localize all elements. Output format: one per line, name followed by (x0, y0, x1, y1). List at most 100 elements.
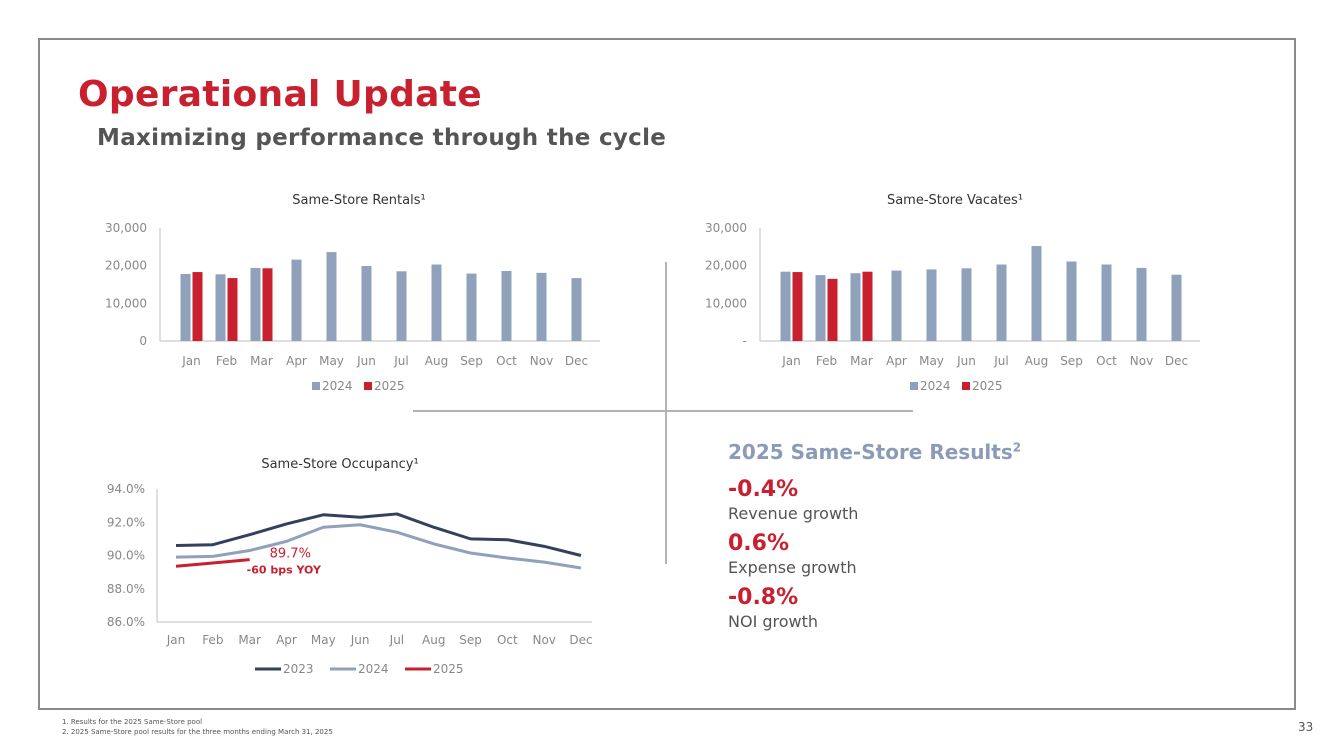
x-tick-label: May (919, 354, 944, 368)
results-title-footnote: 2 (1012, 440, 1022, 455)
bar-2025-feb (227, 278, 238, 341)
x-tick-label: Feb (216, 354, 237, 368)
bar-2025-jan (192, 272, 203, 341)
x-tick-label: Jul (389, 633, 404, 647)
x-tick-label: Dec (569, 633, 592, 647)
bar-2024-nov (536, 272, 547, 341)
line-2023 (175, 512, 582, 557)
line-2024 (175, 523, 582, 570)
x-tick-label: Oct (1096, 354, 1117, 368)
y-tick-label: 92.0% (107, 515, 145, 529)
results-title: 2025 Same-Store Results2 (728, 440, 1022, 464)
x-tick-label: Jun (956, 354, 976, 368)
bar-2025-feb (827, 278, 838, 341)
x-tick-label: Mar (238, 633, 261, 647)
x-tick-label: Nov (530, 354, 553, 368)
x-tick-label: Oct (496, 354, 517, 368)
bar-2024-dec (1171, 274, 1182, 341)
y-tick-label: 20,000 (705, 259, 747, 273)
x-tick-label: Mar (850, 354, 873, 368)
bar-2025-mar (862, 271, 873, 341)
bar-2024-jul (396, 271, 407, 341)
legend-swatch-2024 (910, 382, 918, 390)
y-tick-label: 90.0% (107, 549, 145, 563)
bar-2025-mar (262, 268, 273, 341)
bar-2024-aug (1031, 246, 1042, 341)
chart-title: Same-Store Occupancy¹ (261, 457, 418, 472)
chart-title: Same-Store Rentals¹ (292, 193, 425, 208)
vacates-bar-chart: Same-Store Vacates¹ - 10,000 20,000 30,000 Ja… (705, 193, 1200, 393)
x-tick-label: Feb (202, 633, 223, 647)
metric-noi-growth: -0.8% NOI growth (728, 584, 1148, 632)
legend-swatch-2025 (962, 382, 970, 390)
metric-label: Expense growth (728, 558, 857, 577)
x-tick-label: Feb (816, 354, 837, 368)
bar-2024-mar (850, 273, 861, 341)
bar-2024-may (926, 269, 937, 341)
legend-label-2025: 2025 (433, 662, 464, 676)
x-tick-label: Nov (532, 633, 555, 647)
y-tick-label: 94.0% (107, 482, 145, 496)
x-tick-label: Sep (459, 633, 482, 647)
legend-label-2024: 2024 (358, 662, 389, 676)
legend-label-2025: 2025 (972, 379, 1003, 393)
page-number: 33 (1298, 720, 1314, 734)
metric-value: -0.4% (728, 477, 799, 502)
x-tick-label: Jan (781, 354, 801, 368)
slide-frame (38, 38, 1296, 710)
bar-2024-sep (1066, 261, 1077, 341)
legend-swatch-2025 (364, 382, 372, 390)
bar-2024-may (326, 252, 337, 341)
x-tick-label: Nov (1130, 354, 1153, 368)
metric-revenue-growth: -0.4% Revenue growth (728, 476, 1148, 524)
y-tick-label: 30,000 (105, 221, 147, 235)
bar-2024-apr (891, 270, 902, 341)
legend-label-2025: 2025 (374, 379, 405, 393)
x-tick-label: Sep (460, 354, 483, 368)
x-tick-label: Aug (422, 633, 445, 647)
y-tick-label: 30,000 (705, 221, 747, 235)
bar-2024-oct (501, 270, 512, 341)
x-tick-label: Jan (166, 633, 186, 647)
x-tick-label: Dec (1165, 354, 1188, 368)
line-2025 (175, 558, 250, 568)
rentals-bar-chart: Same-Store Rentals¹ 0 10,000 20,000 30,000 Ja… (105, 193, 600, 393)
bar-2024-apr (291, 259, 302, 341)
metric-label: NOI growth (728, 612, 819, 631)
bar-2024-jul (996, 264, 1007, 341)
bar-2024-jun (361, 266, 372, 341)
y-tick-label: 20,000 (105, 259, 147, 273)
metric-value: 0.6% (728, 531, 790, 556)
occupancy-line-chart: Same-Store Occupancy¹ 86.0% 88.0% 90.0% 92.0… (107, 457, 593, 676)
y-tick-label: 10,000 (705, 296, 747, 310)
slide-subtitle: Maximizing performance through the cycle (97, 125, 667, 151)
bar-2024-feb (815, 275, 826, 341)
x-tick-label: Jul (393, 354, 408, 368)
x-tick-label: Dec (565, 354, 588, 368)
metric-value: -0.8% (728, 585, 799, 610)
legend-swatch-2024 (312, 382, 320, 390)
horizontal-divider (413, 410, 913, 412)
metric-label: Revenue growth (728, 504, 859, 523)
slide-title: Operational Update (78, 74, 483, 115)
bar-2024-jun (961, 268, 972, 341)
metric-expense-growth: 0.6% Expense growth (728, 530, 1148, 578)
x-tick-label: Jun (356, 354, 376, 368)
vertical-divider (665, 262, 667, 564)
x-tick-label: Aug (1025, 354, 1048, 368)
x-tick-label: Jan (181, 354, 201, 368)
x-tick-label: May (311, 633, 336, 647)
y-tick-label: 88.0% (107, 582, 145, 596)
legend-label-2024: 2024 (322, 379, 353, 393)
annotation-note: -60 bps YOY (247, 564, 322, 577)
x-tick-label: Jun (350, 633, 370, 647)
x-tick-label: Jul (993, 354, 1008, 368)
y-tick-label: 0 (139, 334, 147, 348)
footnote-1: 1. Results for the 2025 Same-Store pool (62, 718, 203, 726)
chart-title: Same-Store Vacates¹ (887, 193, 1023, 208)
bar-2024-mar (250, 267, 261, 341)
y-tick-label: - (743, 334, 747, 348)
bar-2024-jan (780, 271, 791, 341)
x-tick-label: Aug (425, 354, 448, 368)
legend-label-2024: 2024 (920, 379, 951, 393)
